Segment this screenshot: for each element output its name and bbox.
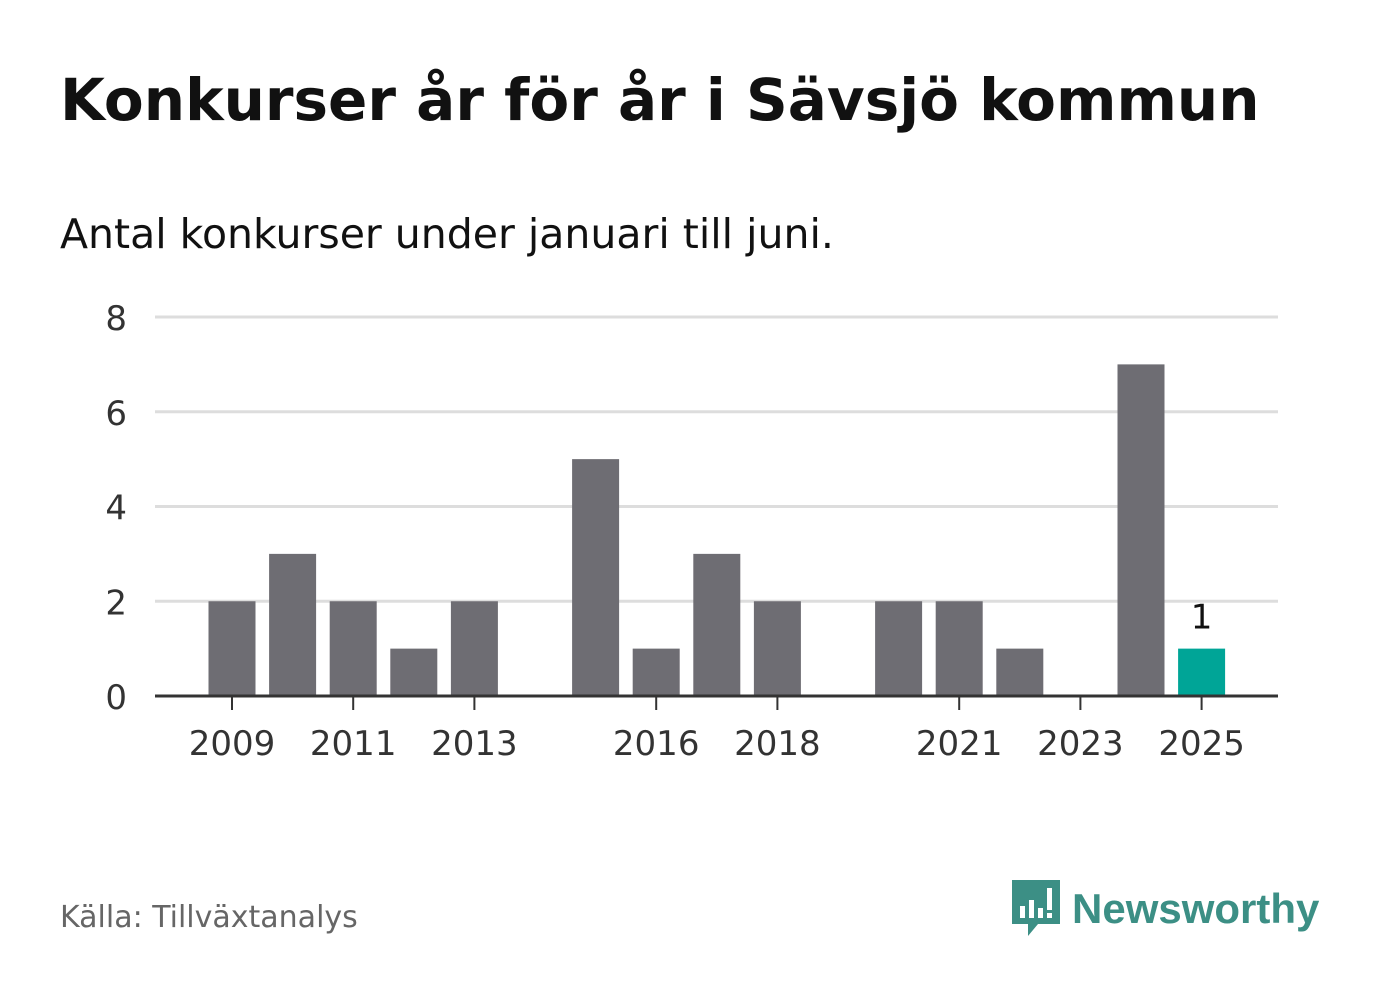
- x-tick-label: 2023: [1037, 724, 1124, 764]
- brand-name: Newsworthy: [1072, 885, 1320, 932]
- y-tick-label: 2: [105, 583, 127, 623]
- brand-logo: Newsworthy: [1010, 878, 1319, 940]
- x-tick-label: 2016: [613, 724, 700, 764]
- bar-2012: [390, 648, 438, 696]
- bar-2017: [693, 553, 741, 696]
- y-tick-label: 8: [105, 299, 127, 339]
- bar-2021: [935, 601, 983, 696]
- bar-2024: [1117, 364, 1165, 696]
- chart-subtitle: Antal konkurser under januari till juni.: [60, 210, 834, 258]
- bar-2010: [269, 553, 317, 696]
- bar-2009: [208, 601, 256, 696]
- newsworthy-logo-icon: [1012, 880, 1060, 936]
- bar-2011: [329, 601, 377, 696]
- x-tick-label: 2013: [431, 724, 518, 764]
- source-note: Källa: Tillväxtanalys: [60, 900, 358, 935]
- x-tick-label: 2021: [916, 724, 1003, 764]
- data-label-2025: 1: [1191, 598, 1213, 638]
- bar-2025: [1178, 648, 1226, 696]
- y-tick-label: 6: [105, 394, 127, 434]
- x-tick-label: 2011: [310, 724, 397, 764]
- bar-2015: [572, 459, 620, 696]
- bar-2022: [996, 648, 1044, 696]
- bar-2016: [632, 648, 680, 696]
- bar-2013: [450, 601, 498, 696]
- bar-2018: [753, 601, 801, 696]
- y-tick-label: 0: [105, 678, 127, 718]
- x-tick-label: 2018: [734, 724, 821, 764]
- x-tick-label: 2009: [189, 724, 276, 764]
- x-tick-label: 2025: [1158, 724, 1245, 764]
- y-tick-label: 4: [105, 489, 127, 529]
- bar-2020: [875, 601, 923, 696]
- chart-title: Konkurser år för år i Sävsjö kommun: [60, 66, 1260, 134]
